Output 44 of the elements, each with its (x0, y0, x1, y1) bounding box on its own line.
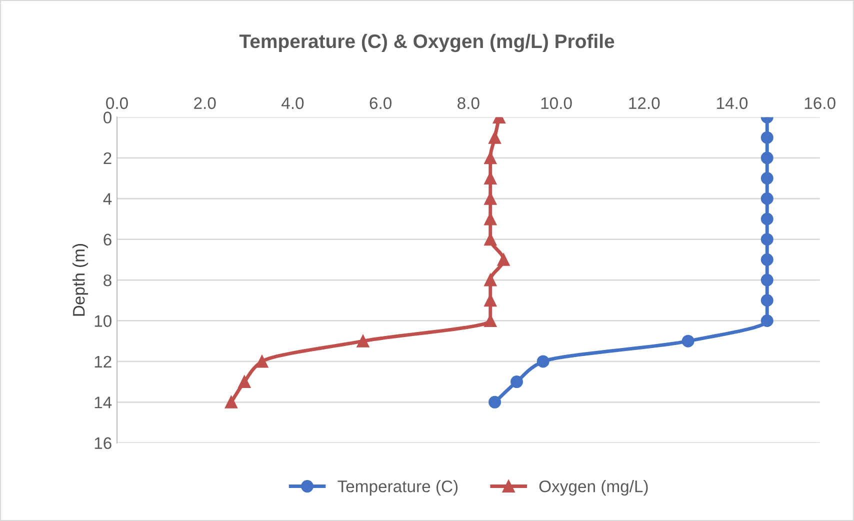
point (760, 192, 774, 205)
x-tick-label: 2.0 (194, 97, 216, 110)
point (760, 233, 774, 246)
point (760, 212, 774, 226)
point (760, 314, 774, 327)
point (488, 131, 502, 144)
point (682, 334, 694, 348)
y-tick-label: 2 (104, 152, 112, 164)
x-tick-label: 0.0 (106, 97, 128, 110)
y-tick-label: 8 (104, 274, 112, 286)
point (224, 396, 238, 408)
x-tick-label: 10.0 (541, 97, 572, 110)
point (760, 294, 774, 307)
point (484, 274, 497, 286)
x-tick-label: 8.0 (458, 97, 480, 110)
legend-label: Temperature (C) (338, 480, 458, 496)
x-tick-label: 14.0 (717, 97, 748, 110)
point (484, 152, 497, 164)
chart-title: Temperature (C) & Oxygen (mg/L) Profile (239, 34, 614, 52)
y-tick-label: 6 (104, 234, 112, 246)
point (256, 355, 268, 368)
y-axis-title: Depth (m) (72, 244, 88, 316)
point (238, 376, 251, 388)
y-tick-label: 16 (94, 437, 112, 450)
point (760, 172, 774, 185)
point (536, 355, 550, 368)
y-tick-label: 10 (94, 315, 112, 327)
y-tick-label: 14 (94, 396, 112, 408)
x-tick-label: 12.0 (629, 97, 660, 110)
x-tick-label: 16.0 (804, 97, 836, 110)
x-tick-label: 6.0 (370, 97, 392, 110)
point (760, 253, 774, 266)
point (497, 253, 510, 266)
point (760, 131, 774, 144)
y-tick-label: 4 (103, 193, 112, 205)
point (760, 152, 774, 164)
point (510, 376, 523, 388)
point (356, 334, 370, 348)
point (760, 274, 774, 286)
y-tick-label: 0 (104, 112, 112, 124)
point (488, 396, 502, 408)
y-tick-label: 12 (94, 356, 112, 368)
x-tick-label: 4.0 (282, 97, 304, 110)
legend-label: Oxygen (mg/L) (539, 480, 648, 496)
